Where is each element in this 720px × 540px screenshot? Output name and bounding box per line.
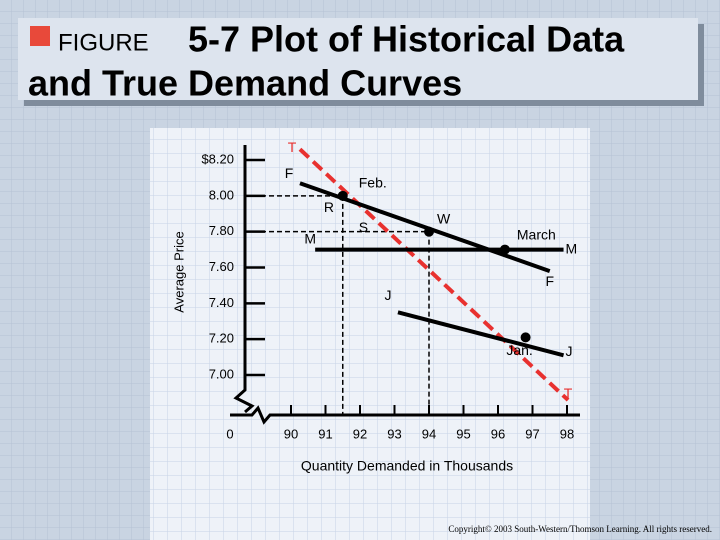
x-axis [230,405,580,425]
x-tick-label: 98 [560,426,574,441]
line-label: F [545,273,554,289]
chart-panel [150,128,590,540]
annotation: S [359,219,368,235]
title-line: and True Demand Curves [28,63,462,104]
point-label: W [437,210,451,226]
copyright: Copyright© 2003 South-Western/Thomson Le… [448,524,712,534]
x-tick-label: 93 [387,426,401,441]
y-tick-label: 7.40 [209,295,234,310]
point-label: March [517,226,556,242]
line-label: F [285,165,294,181]
x-tick-label: 94 [422,426,436,441]
annotation: R [324,199,334,215]
figure-label: FIGURE [58,29,149,56]
y-tick-label: 7.20 [209,331,234,346]
y-tick-label: 7.80 [209,223,234,238]
data-point [520,332,531,343]
line-label: J [384,287,391,303]
line-label: M [566,240,578,256]
demand-line [298,147,570,402]
x-axis-label: Quantity Demanded in Thousands [301,458,513,474]
title-icon [30,26,50,46]
line-label: T [564,385,573,401]
y-tick-label: 7.00 [209,366,234,381]
x-tick-label: 92 [353,426,367,441]
x-tick-label: 96 [491,426,505,441]
x-tick-label: 91 [318,426,332,441]
x-tick-label: 95 [456,426,470,441]
data-point [337,190,348,201]
point-label: Feb. [359,175,387,191]
line-label: J [566,343,573,359]
line-label: M [304,230,316,246]
x-tick-label: 97 [525,426,539,441]
line-label: T [288,139,297,155]
origin-label: 0 [226,426,233,441]
y-tick-label: $8.20 [201,151,234,166]
y-axis-label: Average Price [171,231,186,312]
title-box [18,18,698,100]
y-tick-label: 8.00 [209,187,234,202]
y-axis [233,145,255,414]
point-label: Jan. [506,342,532,358]
x-tick-label: 90 [284,426,298,441]
title-line: 5-7 Plot of Historical Data [188,19,625,60]
data-point [424,226,434,237]
y-tick-label: 7.60 [209,259,234,274]
data-point [499,244,510,255]
demand-line [397,310,565,358]
